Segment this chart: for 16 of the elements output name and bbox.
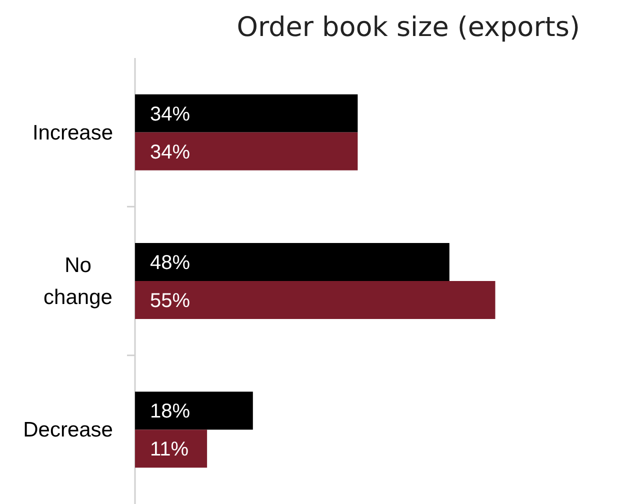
bar [135, 430, 208, 468]
chart-title: Order book size (exports) [236, 12, 580, 43]
data-label: 11% [150, 438, 189, 461]
bar [135, 132, 358, 170]
bar [135, 392, 253, 430]
y-tick-label: No change [44, 254, 112, 309]
data-label: 34% [150, 103, 190, 126]
data-label: 48% [150, 252, 190, 274]
data-label: 18% [150, 400, 190, 423]
y-tick-label: Decrease [23, 418, 113, 442]
bar [135, 281, 496, 319]
data-label: 55% [150, 290, 190, 312]
y-tick-label: Increase [32, 121, 113, 144]
data-label: 34% [150, 141, 190, 164]
bar [135, 243, 450, 281]
bar [135, 94, 358, 132]
